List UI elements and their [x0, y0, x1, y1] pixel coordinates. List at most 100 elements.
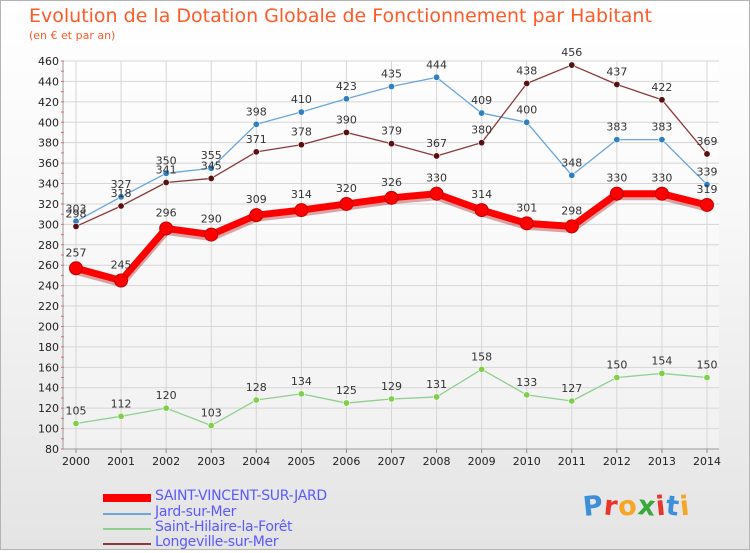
y-tick-label: 100 — [38, 423, 59, 436]
data-label-saint-vincent-sur-jard: 309 — [246, 193, 267, 206]
data-point-longeville-sur-mer — [117, 202, 125, 210]
data-label-saint-vincent-sur-jard: 330 — [651, 172, 672, 185]
data-point-saint-hilaire-la-foret — [162, 404, 170, 412]
logo-letter: i — [678, 490, 693, 523]
data-point-jard-sur-mer — [117, 193, 125, 201]
data-point-longeville-sur-mer — [387, 140, 395, 148]
data-point-saint-vincent-sur-jard — [339, 196, 354, 211]
x-tick-label: 2007 — [378, 455, 406, 468]
data-point-saint-vincent-sur-jard — [69, 261, 83, 276]
y-tick-label: 400 — [38, 116, 59, 129]
y-tick-label: 120 — [38, 402, 59, 415]
data-point-jard-sur-mer — [387, 83, 395, 91]
data-point-longeville-sur-mer — [207, 174, 215, 182]
data-label-saint-vincent-sur-jard: 290 — [201, 213, 222, 226]
data-point-saint-hilaire-la-foret — [478, 365, 486, 373]
data-label-longeville-sur-mer: 369 — [697, 135, 718, 148]
y-tick-label: 160 — [38, 361, 59, 374]
data-point-saint-hilaire-la-foret — [387, 395, 395, 403]
data-label-jard-sur-mer: 350 — [156, 154, 177, 167]
data-point-jard-sur-mer — [568, 171, 576, 179]
data-label-saint-vincent-sur-jard: 257 — [66, 246, 87, 259]
data-label-saint-hilaire-la-foret: 129 — [381, 380, 402, 393]
data-label-longeville-sur-mer: 379 — [381, 125, 402, 138]
data-label-saint-hilaire-la-foret: 150 — [606, 359, 627, 372]
y-tick-label: 140 — [38, 382, 59, 395]
data-point-saint-hilaire-la-foret — [72, 419, 80, 427]
data-label-saint-hilaire-la-foret: 105 — [66, 404, 87, 417]
data-point-saint-hilaire-la-foret — [342, 399, 350, 407]
data-point-jard-sur-mer — [433, 73, 441, 81]
data-point-jard-sur-mer — [523, 118, 531, 126]
data-point-longeville-sur-mer — [162, 179, 170, 187]
data-point-jard-sur-mer — [297, 108, 305, 116]
y-tick-label: 380 — [38, 137, 59, 150]
data-label-saint-hilaire-la-foret: 131 — [426, 378, 447, 391]
data-label-saint-hilaire-la-foret: 103 — [201, 407, 222, 420]
data-point-longeville-sur-mer — [297, 141, 305, 149]
data-point-jard-sur-mer — [613, 136, 621, 144]
data-label-jard-sur-mer: 383 — [606, 121, 627, 134]
chart-subtitle: (en € et par an) — [29, 29, 116, 42]
data-point-saint-vincent-sur-jard — [159, 221, 174, 236]
data-label-longeville-sur-mer: 318 — [111, 187, 132, 200]
data-label-jard-sur-mer: 383 — [651, 121, 672, 134]
data-point-saint-vincent-sur-jard — [654, 186, 669, 201]
data-label-saint-hilaire-la-foret: 154 — [651, 354, 672, 367]
x-tick-label: 2008 — [423, 455, 451, 468]
data-label-saint-hilaire-la-foret: 158 — [471, 350, 492, 363]
y-tick-label: 80 — [45, 443, 59, 456]
data-point-jard-sur-mer — [162, 169, 170, 177]
data-point-saint-vincent-sur-jard — [294, 203, 309, 218]
data-label-jard-sur-mer: 410 — [291, 93, 312, 106]
data-point-saint-hilaire-la-foret — [433, 393, 441, 401]
data-label-jard-sur-mer: 444 — [426, 58, 447, 71]
data-label-longeville-sur-mer: 341 — [156, 164, 177, 177]
data-point-saint-vincent-sur-jard — [429, 186, 444, 201]
data-label-saint-hilaire-la-foret: 112 — [111, 397, 132, 410]
data-point-saint-vincent-sur-jard — [564, 219, 579, 234]
data-point-longeville-sur-mer — [568, 61, 576, 69]
data-label-jard-sur-mer: 409 — [471, 94, 492, 107]
data-point-jard-sur-mer — [703, 181, 711, 189]
data-point-jard-sur-mer — [658, 136, 666, 144]
data-point-jard-sur-mer — [207, 164, 215, 172]
data-point-saint-vincent-sur-jard — [700, 197, 714, 212]
data-label-saint-hilaire-la-foret: 128 — [246, 381, 267, 394]
data-point-longeville-sur-mer — [252, 148, 260, 156]
data-point-saint-hilaire-la-foret — [658, 369, 666, 377]
y-tick-label: 180 — [38, 341, 59, 354]
data-label-saint-vincent-sur-jard: 314 — [291, 188, 312, 201]
chart-title: Evolution de la Dotation Globale de Fonc… — [29, 5, 652, 27]
data-point-saint-hilaire-la-foret — [297, 390, 305, 398]
legend-swatch — [103, 528, 151, 530]
data-label-jard-sur-mer: 348 — [561, 156, 582, 169]
legend-swatch — [103, 513, 151, 515]
data-point-jard-sur-mer — [252, 120, 260, 128]
y-tick-label: 260 — [38, 259, 59, 272]
data-point-saint-vincent-sur-jard — [204, 227, 219, 242]
y-tick-label: 220 — [38, 300, 59, 313]
y-tick-label: 340 — [38, 178, 59, 191]
x-tick-label: 2005 — [287, 455, 315, 468]
x-tick-label: 2011 — [558, 455, 586, 468]
data-label-longeville-sur-mer: 390 — [336, 113, 357, 126]
data-point-jard-sur-mer — [478, 109, 486, 117]
data-label-saint-vincent-sur-jard: 320 — [336, 182, 357, 195]
data-point-saint-hilaire-la-foret — [523, 391, 531, 399]
y-tick-label: 200 — [38, 320, 59, 333]
data-point-saint-vincent-sur-jard — [474, 203, 489, 218]
data-label-saint-vincent-sur-jard: 319 — [697, 183, 718, 196]
data-label-saint-hilaire-la-foret: 127 — [561, 382, 582, 395]
data-point-saint-hilaire-la-foret — [568, 397, 576, 405]
x-tick-label: 2009 — [468, 455, 496, 468]
x-tick-label: 2013 — [648, 455, 676, 468]
data-label-longeville-sur-mer: 437 — [606, 65, 627, 78]
y-tick-label: 460 — [38, 55, 59, 68]
data-label-jard-sur-mer: 327 — [111, 178, 132, 191]
x-tick-label: 2000 — [62, 455, 90, 468]
proxiti-logo: Proxiti — [581, 490, 693, 523]
data-label-jard-sur-mer: 303 — [66, 202, 87, 215]
data-point-longeville-sur-mer — [433, 152, 441, 160]
